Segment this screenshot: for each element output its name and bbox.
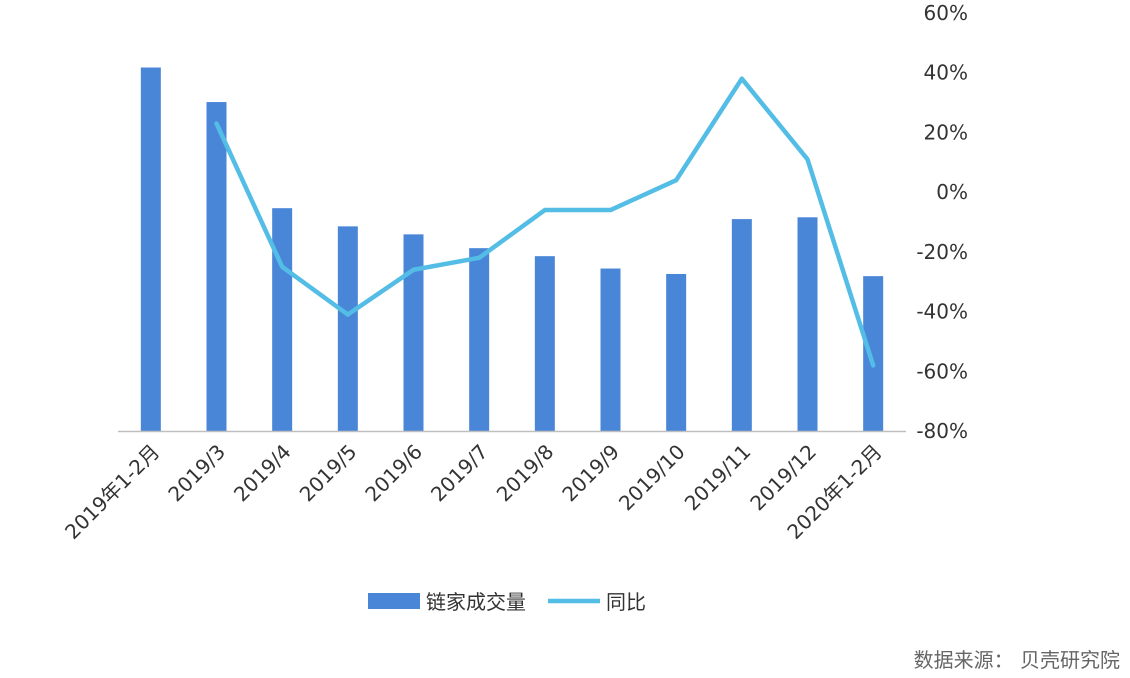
x-axis-ticks: 2019年1-2月2019/32019/42019/52019/62019/72… (60, 440, 887, 544)
bar-8 (666, 273, 687, 431)
bar-11 (863, 276, 884, 431)
bar-9 (731, 219, 752, 431)
x-tick-label-2: 2019/4 (229, 440, 296, 507)
bar-3 (337, 226, 358, 431)
y-axis-ticks: 60% 40% 20% 0% -20% -40% -60% -80% (916, 1, 968, 443)
bar-1 (206, 102, 227, 431)
x-tick-label-7: 2019/9 (557, 440, 624, 507)
legend-bar-label: 链家成交量 (426, 590, 526, 614)
legend: 链家成交量 同比 (368, 590, 646, 614)
y-tick-label-5: -40% (916, 300, 968, 324)
y-tick-label-0: 60% (924, 1, 968, 25)
x-tick-label-8: 2019/10 (614, 440, 690, 516)
bar-series (140, 67, 884, 432)
bar-4 (403, 234, 424, 431)
y-tick-label-7: -80% (916, 419, 968, 443)
yoy-line (214, 76, 876, 368)
x-tick-label-3: 2019/5 (295, 440, 362, 507)
x-tick-label-1: 2019/3 (163, 440, 230, 507)
bar-6 (534, 256, 555, 431)
bar-7 (600, 268, 621, 431)
y-tick-label-6: -60% (916, 359, 968, 383)
legend-line-label: 同比 (606, 590, 646, 614)
x-tick-label-0: 2019年1-2月 (60, 440, 164, 544)
x-tick-label-6: 2019/8 (492, 440, 559, 507)
legend-bar-swatch (368, 593, 420, 609)
bar-5 (469, 248, 490, 431)
x-tick-label-9: 2019/11 (680, 440, 756, 516)
bar-2 (272, 208, 293, 431)
x-tick-label-5: 2019/7 (426, 440, 493, 507)
y-tick-label-1: 40% (924, 61, 968, 85)
bar-0 (140, 67, 161, 432)
y-tick-label-3: 0% (936, 180, 968, 204)
bar-10 (797, 217, 818, 431)
source-note: 数据来源： 贝壳研究院 (913, 648, 1120, 672)
x-tick-label-4: 2019/6 (360, 440, 427, 507)
y-tick-label-4: -20% (916, 240, 968, 264)
y-tick-label-2: 20% (924, 120, 968, 144)
